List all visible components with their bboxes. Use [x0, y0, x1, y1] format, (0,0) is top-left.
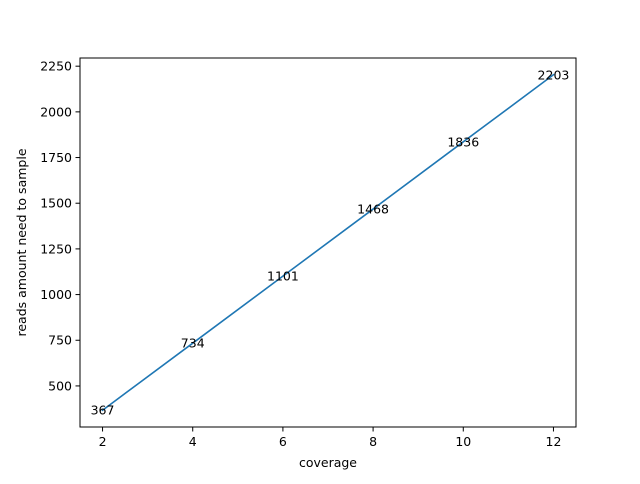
y-tick-label: 1250: [40, 241, 72, 256]
y-axis-label: reads amount need to sample: [14, 148, 29, 336]
y-tick-label: 2250: [40, 59, 72, 74]
x-axis-label: coverage: [299, 455, 357, 470]
x-tick-label: 6: [279, 434, 287, 449]
y-tick-label: 1750: [40, 150, 72, 165]
series-layer: [101, 73, 555, 412]
y-tick-label: 750: [48, 333, 72, 348]
data-labels: 367 734 1101 1468 1836 2203: [91, 67, 570, 417]
y-tick-label: 500: [48, 378, 72, 393]
data-label: 367: [91, 403, 115, 418]
x-tick-label: 8: [369, 434, 377, 449]
y-axis-ticks: 500 750 1000 1250 1500 1750 2000 2250: [40, 59, 80, 393]
x-tick-label: 12: [546, 434, 562, 449]
data-label: 2203: [538, 67, 570, 82]
data-label: 1101: [267, 269, 299, 284]
data-label: 1836: [447, 134, 479, 149]
x-tick-label: 10: [455, 434, 471, 449]
y-tick-label: 1500: [40, 196, 72, 211]
data-label: 1468: [357, 202, 389, 217]
plot-frame: [79, 57, 577, 428]
series-line: [101, 73, 555, 412]
y-tick-label: 1000: [40, 287, 72, 302]
x-axis-ticks: 2 4 6 8 10 12: [99, 427, 562, 449]
x-tick-label: 4: [189, 434, 197, 449]
y-tick-label: 2000: [40, 104, 72, 119]
data-label: 734: [181, 336, 205, 351]
x-tick-label: 2: [99, 434, 107, 449]
